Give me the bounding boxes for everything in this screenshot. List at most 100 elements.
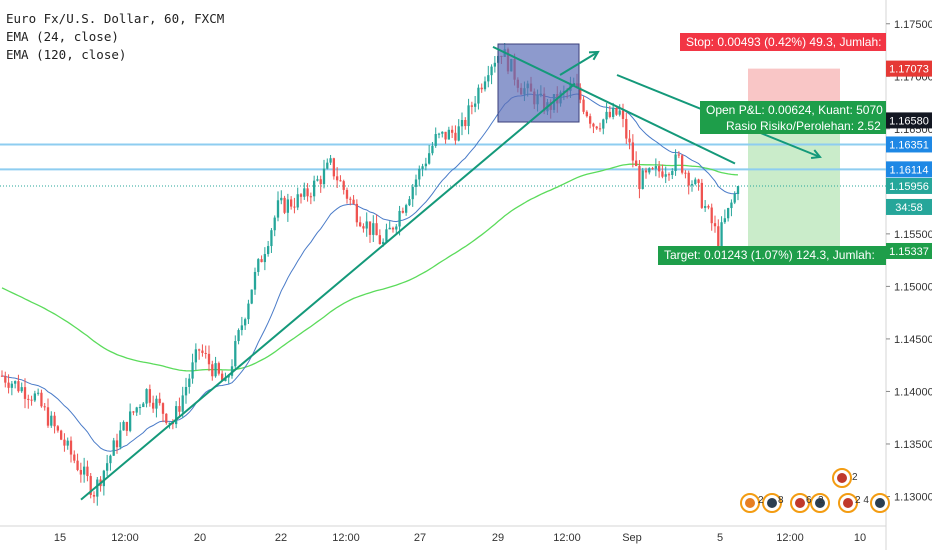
candle[interactable]: [17, 381, 20, 392]
candle[interactable]: [398, 210, 401, 227]
candle[interactable]: [161, 403, 165, 414]
candle[interactable]: [355, 203, 359, 223]
candle[interactable]: [92, 494, 96, 497]
candle[interactable]: [713, 223, 717, 227]
candle[interactable]: [102, 470, 106, 487]
candle[interactable]: [234, 341, 237, 367]
candle[interactable]: [460, 119, 464, 127]
candle[interactable]: [184, 386, 188, 396]
candle[interactable]: [473, 103, 477, 107]
candle[interactable]: [349, 198, 352, 200]
candle[interactable]: [625, 118, 628, 139]
candle[interactable]: [119, 430, 122, 448]
candle[interactable]: [217, 363, 221, 374]
candle[interactable]: [447, 129, 451, 140]
candle[interactable]: [138, 407, 142, 409]
risk-reward-label[interactable]: Rasio Risiko/Perolehan: 2.52: [700, 117, 886, 134]
ema-slow-legend[interactable]: EMA (120, close): [6, 47, 127, 62]
candle[interactable]: [464, 119, 467, 127]
candle[interactable]: [73, 454, 76, 461]
candle[interactable]: [694, 179, 697, 185]
candle[interactable]: [122, 421, 125, 431]
candle[interactable]: [309, 196, 313, 198]
candle[interactable]: [329, 158, 332, 163]
candle[interactable]: [585, 111, 589, 117]
candle[interactable]: [733, 194, 736, 203]
candle[interactable]: [418, 168, 421, 180]
candle[interactable]: [148, 389, 152, 403]
candle[interactable]: [109, 455, 112, 464]
candle[interactable]: [644, 170, 648, 173]
candle[interactable]: [680, 155, 684, 173]
candle[interactable]: [358, 222, 362, 227]
candle[interactable]: [211, 364, 214, 377]
candle[interactable]: [191, 362, 194, 379]
candle[interactable]: [174, 406, 178, 425]
candle[interactable]: [132, 411, 135, 413]
candle[interactable]: [36, 392, 40, 394]
candle[interactable]: [690, 184, 694, 186]
uptrend-line[interactable]: [80, 82, 576, 501]
candle[interactable]: [730, 202, 733, 209]
candle[interactable]: [296, 194, 299, 208]
candle[interactable]: [608, 111, 612, 117]
candle[interactable]: [13, 381, 17, 384]
candle[interactable]: [441, 131, 444, 134]
candle[interactable]: [605, 111, 608, 120]
candle[interactable]: [457, 126, 460, 141]
candle[interactable]: [684, 172, 687, 174]
candle[interactable]: [671, 171, 674, 175]
candle[interactable]: [115, 440, 119, 448]
candle[interactable]: [703, 206, 707, 208]
candle[interactable]: [303, 188, 306, 197]
candle[interactable]: [89, 476, 92, 495]
candle[interactable]: [654, 166, 658, 169]
arrow-up-drawing[interactable]: [559, 51, 599, 76]
candle[interactable]: [651, 168, 654, 170]
candle[interactable]: [59, 430, 63, 440]
candle[interactable]: [181, 395, 184, 412]
candle[interactable]: [276, 200, 280, 218]
candle[interactable]: [378, 235, 382, 245]
candle[interactable]: [145, 389, 148, 404]
candle[interactable]: [53, 415, 56, 427]
candle[interactable]: [401, 210, 405, 213]
candle[interactable]: [30, 399, 33, 401]
candle[interactable]: [23, 387, 27, 399]
candle[interactable]: [299, 194, 303, 197]
candle[interactable]: [408, 199, 411, 206]
candle[interactable]: [105, 463, 109, 471]
candle[interactable]: [335, 176, 339, 181]
candle[interactable]: [483, 81, 487, 90]
candle[interactable]: [381, 241, 385, 245]
candle[interactable]: [319, 179, 322, 185]
candle[interactable]: [69, 440, 73, 455]
candle[interactable]: [50, 415, 53, 426]
candle[interactable]: [40, 392, 43, 407]
candle[interactable]: [286, 199, 290, 213]
candle[interactable]: [197, 349, 201, 351]
candle[interactable]: [0, 375, 4, 377]
candle[interactable]: [477, 87, 480, 104]
candle[interactable]: [266, 246, 270, 255]
candle[interactable]: [27, 398, 30, 400]
candle[interactable]: [677, 154, 681, 156]
candle[interactable]: [326, 162, 329, 169]
candle[interactable]: [467, 105, 470, 127]
candle[interactable]: [388, 227, 391, 230]
candle[interactable]: [717, 226, 720, 247]
candle[interactable]: [431, 145, 434, 154]
stop-label[interactable]: Stop: 0.00493 (0.42%) 49.3, Jumlah:: [680, 33, 886, 51]
candle[interactable]: [726, 208, 730, 219]
candle[interactable]: [312, 180, 316, 197]
candle[interactable]: [611, 107, 615, 117]
pnl-label[interactable]: Open P&L: 0.00624, Kuant: 5070: [700, 101, 886, 118]
candle[interactable]: [736, 185, 740, 195]
candle[interactable]: [289, 199, 293, 207]
rectangle-drawing[interactable]: [497, 43, 580, 123]
candle[interactable]: [424, 163, 428, 167]
candle[interactable]: [667, 174, 671, 176]
candle[interactable]: [168, 422, 171, 424]
candle[interactable]: [391, 227, 395, 230]
